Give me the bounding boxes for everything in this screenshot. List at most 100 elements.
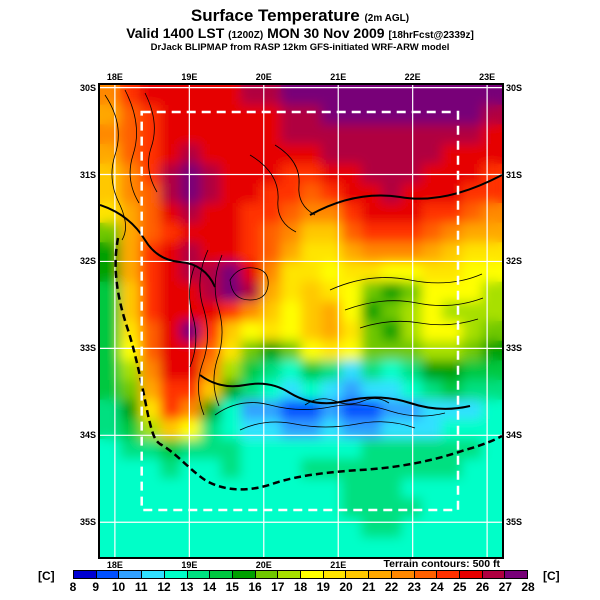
grid-cell xyxy=(280,360,302,381)
colorbar-segment xyxy=(278,571,302,578)
grid-cell xyxy=(481,321,502,342)
grid-cell xyxy=(200,419,222,440)
grid-cell xyxy=(280,517,302,538)
grid-cell xyxy=(140,517,161,538)
grid-cell xyxy=(421,183,443,204)
grid-cell xyxy=(301,222,322,243)
grid-cell xyxy=(301,124,322,145)
grid-cell xyxy=(180,321,201,342)
grid-cell xyxy=(260,419,282,440)
grid-cell xyxy=(180,399,201,420)
grid-cell xyxy=(260,399,282,420)
grid-cell xyxy=(280,242,302,263)
grid-cell xyxy=(220,203,242,224)
colorbar-tick: 20 xyxy=(339,580,353,594)
grid-cell xyxy=(401,380,423,401)
grid-cell xyxy=(481,399,502,420)
grid-cell xyxy=(461,419,483,440)
grid-cell xyxy=(341,85,362,106)
grid-cell xyxy=(321,478,342,499)
grid-cell xyxy=(120,144,141,165)
grid-cell xyxy=(421,301,443,322)
valid-fcst: [18hrFcst@2339z] xyxy=(388,30,474,41)
axis-label-left: 30S xyxy=(79,82,96,93)
grid-cell xyxy=(180,124,201,145)
grid-cell xyxy=(180,419,201,440)
grid-cell xyxy=(160,321,181,342)
grid-cell xyxy=(481,262,502,283)
grid-cell xyxy=(421,399,443,420)
grid-cell xyxy=(240,242,262,263)
grid-cell xyxy=(240,144,262,165)
valid-date: MON 30 Nov 2009 xyxy=(267,25,385,41)
grid-cell xyxy=(180,104,201,125)
grid-cell xyxy=(301,478,322,499)
grid-cell xyxy=(160,163,181,184)
grid-cell xyxy=(180,340,201,361)
grid-cell xyxy=(140,144,161,165)
grid-cell xyxy=(381,517,402,538)
grid-cell xyxy=(461,301,483,322)
grid-cell xyxy=(341,281,362,302)
grid-cell xyxy=(200,242,222,263)
grid-cell xyxy=(361,163,382,184)
grid-cell xyxy=(381,301,402,322)
grid-cell xyxy=(421,498,443,519)
grid-cell xyxy=(381,262,402,283)
grid-cell xyxy=(461,163,483,184)
axis-label-left: 33S xyxy=(79,343,96,354)
grid-cell xyxy=(240,537,262,557)
title-text: Surface Temperature xyxy=(190,6,360,25)
temperature-map xyxy=(98,83,504,559)
grid-cell xyxy=(381,183,402,204)
grid-cell xyxy=(160,458,181,479)
colorbar-tick: 12 xyxy=(157,580,171,594)
grid-cell xyxy=(260,124,282,145)
grid-cell xyxy=(341,104,362,125)
grid-cell xyxy=(220,458,242,479)
grid-cell xyxy=(461,242,483,263)
grid-cell xyxy=(160,281,181,302)
grid-cell xyxy=(361,242,382,263)
grid-cell xyxy=(461,104,483,125)
grid-cell xyxy=(461,281,483,302)
grid-cell xyxy=(461,85,483,106)
grid-cell xyxy=(280,458,302,479)
grid-cell xyxy=(481,183,502,204)
grid-cell xyxy=(301,301,322,322)
grid-cell xyxy=(381,104,402,125)
axis-label-right: 31S xyxy=(506,169,523,180)
grid-cell xyxy=(401,321,423,342)
axis-label-right: 34S xyxy=(506,430,523,441)
grid-cell xyxy=(140,458,161,479)
grid-cell xyxy=(481,242,502,263)
grid-cell xyxy=(421,458,443,479)
grid-cell xyxy=(200,183,222,204)
grid-cell xyxy=(200,163,222,184)
axis-label-right: 30S xyxy=(506,82,523,93)
colorbar-tick: 16 xyxy=(248,580,262,594)
grid-cell xyxy=(401,439,423,460)
grid-cell xyxy=(180,144,201,165)
grid-cell xyxy=(461,183,483,204)
axis-label-top: 19E xyxy=(181,72,198,82)
grid-cell xyxy=(361,85,382,106)
grid-cell xyxy=(381,419,402,440)
grid-cell xyxy=(280,478,302,499)
grid-cell xyxy=(280,183,302,204)
grid-cell xyxy=(240,301,262,322)
grid-cell xyxy=(160,262,181,283)
grid-cell xyxy=(441,537,463,557)
grid-cell xyxy=(120,380,141,401)
grid-cell xyxy=(301,517,322,538)
grid-cell xyxy=(461,203,483,224)
grid-cell xyxy=(461,380,483,401)
grid-cell xyxy=(381,124,402,145)
grid-cell xyxy=(200,203,222,224)
colorbar-segment xyxy=(301,571,324,578)
axis-label-top: 20E xyxy=(255,72,272,82)
grid-cell xyxy=(381,458,402,479)
grid-cell xyxy=(200,124,222,145)
grid-cell xyxy=(160,478,181,499)
grid-cell xyxy=(461,537,483,557)
